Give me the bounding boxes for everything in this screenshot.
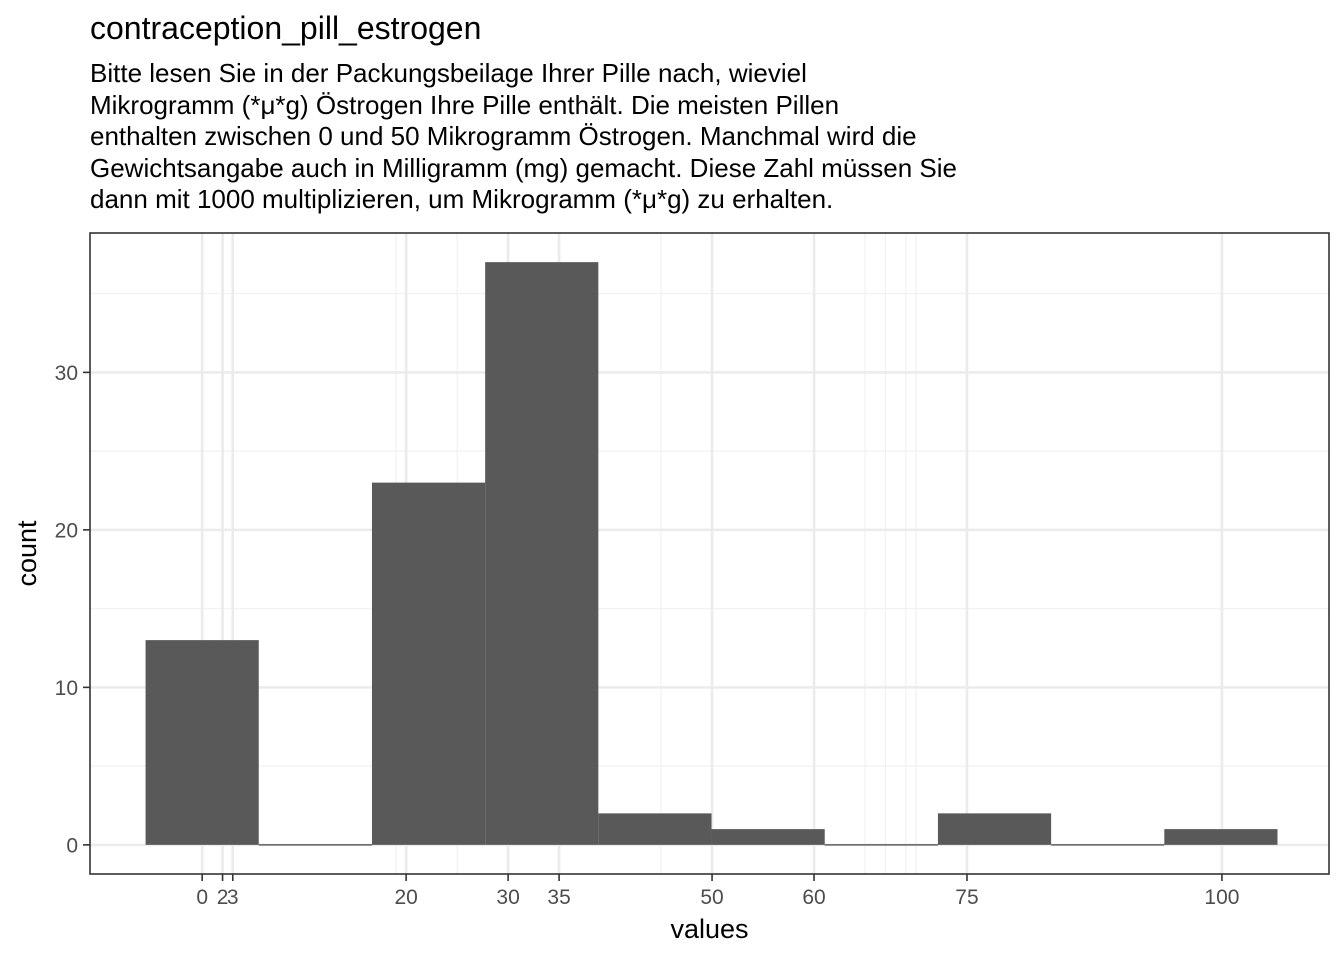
y-axis-title: count (12, 520, 42, 587)
x-tick-label: 60 (802, 886, 825, 909)
x-tick-label: 50 (700, 886, 723, 909)
histogram-bar (598, 813, 712, 845)
histogram-bar (145, 640, 259, 845)
subtitle-line: dann mit 1000 multiplizieren, um Mikrogr… (90, 184, 834, 214)
x-tick-label: 3 (227, 886, 239, 909)
histogram-bars (145, 262, 1278, 846)
panel-border (89, 232, 1330, 875)
histogram-bar (371, 482, 486, 845)
chart-subtitle: Bitte lesen Sie in der Packungsbeilage I… (90, 58, 957, 216)
y-tick-label: 10 (55, 677, 78, 700)
y-tick-label: 30 (55, 362, 78, 385)
x-tick-label: 35 (547, 886, 570, 909)
x-tick-label: 2 (217, 886, 229, 909)
histogram-bar (1051, 844, 1165, 846)
histogram-bar (711, 829, 825, 845)
y-tick-label: 0 (66, 834, 78, 857)
histogram-bar (258, 844, 372, 846)
histogram-bar (937, 813, 1052, 845)
histogram-bar (1164, 829, 1278, 845)
chart-title: contraception_pill_estrogen (90, 10, 482, 46)
subtitle-line: Bitte lesen Sie in der Packungsbeilage I… (90, 58, 807, 88)
x-axis-title: values (670, 914, 748, 944)
histogram-bar (485, 262, 599, 845)
x-tick-label: 100 (1204, 886, 1239, 909)
x-tick-label: 75 (955, 886, 978, 909)
subtitle-line: Gewichtsangabe auch in Milligramm (mg) g… (90, 152, 958, 183)
y-tick-label: 20 (55, 519, 78, 542)
x-tick-label: 0 (196, 886, 208, 909)
subtitle-line: enthalten zwischen 0 und 50 Mikrogramm Ö… (90, 121, 917, 151)
x-tick-label: 20 (394, 886, 417, 909)
gridlines (90, 233, 1329, 874)
x-tick-label: 30 (496, 886, 519, 909)
subtitle-line: Mikrogramm (*μ*g) Östrogen Ihre Pille en… (90, 89, 840, 120)
histogram-bar (824, 844, 938, 846)
